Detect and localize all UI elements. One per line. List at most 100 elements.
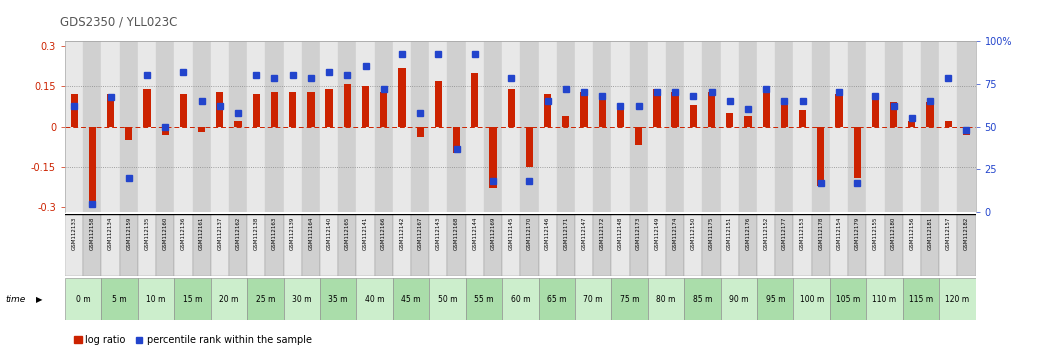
Bar [721, 41, 738, 212]
Bar [939, 214, 958, 276]
Text: GSM112166: GSM112166 [381, 217, 386, 250]
Bar [903, 214, 921, 276]
Text: GSM112171: GSM112171 [563, 217, 569, 250]
Bar [799, 110, 807, 127]
Bar [362, 86, 369, 127]
Text: 55 m: 55 m [474, 295, 494, 304]
Bar [137, 214, 156, 276]
Bar [854, 127, 861, 177]
Bar [65, 214, 83, 276]
Text: GSM112170: GSM112170 [527, 217, 532, 250]
Bar [429, 214, 448, 276]
Bar [392, 278, 429, 320]
Bar [671, 92, 679, 127]
Bar [137, 41, 156, 212]
Text: 20 m: 20 m [219, 295, 238, 304]
Text: GSM112174: GSM112174 [672, 217, 678, 250]
Bar [508, 89, 515, 127]
Text: GSM112140: GSM112140 [326, 217, 331, 250]
Text: 0 m: 0 m [76, 295, 90, 304]
Bar [466, 214, 484, 276]
Bar [599, 97, 606, 127]
Bar [374, 214, 392, 276]
Bar [471, 73, 478, 127]
Bar [320, 41, 338, 212]
Bar [830, 214, 848, 276]
Bar [708, 92, 715, 127]
Bar [721, 214, 738, 276]
Bar [812, 41, 830, 212]
Bar [629, 41, 648, 212]
Bar [466, 278, 502, 320]
Bar [193, 41, 211, 212]
Bar [684, 214, 703, 276]
Text: GSM112145: GSM112145 [509, 217, 514, 250]
Text: GSM112144: GSM112144 [472, 217, 477, 250]
Bar [89, 127, 97, 207]
Text: GSM112139: GSM112139 [291, 217, 295, 250]
Text: GSM112152: GSM112152 [764, 217, 769, 250]
Bar [648, 41, 666, 212]
Bar [271, 92, 278, 127]
Bar [580, 92, 587, 127]
Bar [198, 127, 206, 132]
Bar [848, 41, 866, 212]
Bar [248, 41, 265, 212]
Text: 100 m: 100 m [799, 295, 823, 304]
Bar [283, 214, 302, 276]
Bar [666, 214, 684, 276]
Bar [392, 214, 411, 276]
Text: 5 m: 5 m [112, 295, 127, 304]
Text: 110 m: 110 m [873, 295, 897, 304]
Bar [890, 102, 897, 127]
Text: GSM112176: GSM112176 [746, 217, 750, 250]
Bar [502, 41, 520, 212]
Bar [302, 41, 320, 212]
Text: 15 m: 15 m [183, 295, 202, 304]
Bar [229, 41, 248, 212]
Text: 25 m: 25 m [256, 295, 275, 304]
Bar [216, 92, 223, 127]
Bar [434, 81, 442, 127]
Bar [174, 278, 211, 320]
Text: 10 m: 10 m [147, 295, 166, 304]
Bar [144, 89, 151, 127]
Text: GSM112175: GSM112175 [709, 217, 714, 250]
Bar [265, 41, 283, 212]
Bar [502, 278, 538, 320]
Bar [703, 41, 721, 212]
Bar [884, 41, 903, 212]
Bar [830, 41, 848, 212]
Bar [248, 278, 283, 320]
Bar [721, 278, 757, 320]
Bar [484, 214, 502, 276]
Bar [793, 41, 812, 212]
Text: GSM112147: GSM112147 [581, 217, 586, 250]
Bar [557, 41, 575, 212]
Bar [538, 214, 557, 276]
Text: 105 m: 105 m [836, 295, 860, 304]
Text: GSM112177: GSM112177 [782, 217, 787, 250]
Text: GSM112146: GSM112146 [545, 217, 550, 250]
Bar [120, 214, 137, 276]
Bar [726, 113, 733, 127]
Text: GSM112136: GSM112136 [180, 217, 186, 250]
Bar [775, 41, 793, 212]
Text: 45 m: 45 m [402, 295, 421, 304]
Text: GSM112156: GSM112156 [909, 217, 915, 250]
Bar [612, 41, 629, 212]
Text: GSM112151: GSM112151 [727, 217, 732, 250]
Bar [963, 127, 970, 135]
Bar [612, 214, 629, 276]
Bar [265, 214, 283, 276]
Text: GSM112169: GSM112169 [491, 217, 495, 250]
Bar [229, 214, 248, 276]
Bar [575, 214, 593, 276]
Text: GSM112182: GSM112182 [964, 217, 969, 250]
Text: GSM112165: GSM112165 [345, 217, 349, 250]
Text: GSM112153: GSM112153 [800, 217, 805, 250]
Text: GSM112164: GSM112164 [308, 217, 314, 250]
Bar [903, 278, 939, 320]
Text: GSM112143: GSM112143 [435, 217, 441, 250]
Bar [575, 41, 593, 212]
